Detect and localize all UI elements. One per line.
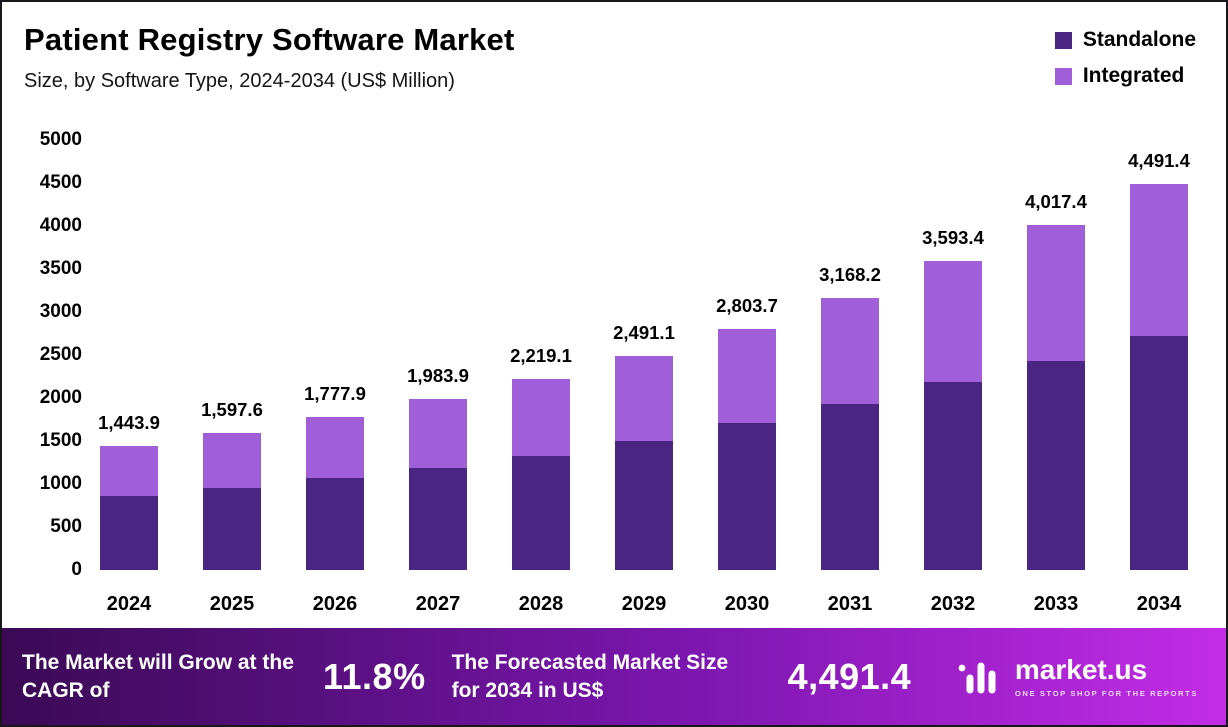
y-axis: 0 500 1000 1500 2000 2500 3000 3500 4000 4500 5000 <box>20 129 92 580</box>
bar-segment-standalone <box>512 455 570 570</box>
y-tick-label: 2000 <box>39 387 82 408</box>
bar-segment-integrated <box>718 328 776 424</box>
bar-segment-integrated <box>615 355 673 441</box>
legend-label-standalone: Standalone <box>1082 28 1196 51</box>
bar-value-label: 1,983.9 <box>407 365 469 387</box>
bar-value-label: 2,803.7 <box>716 294 778 316</box>
footer-banner: The Market will Grow at the CAGR of 11.8… <box>2 628 1226 725</box>
x-axis-label: 2032 <box>930 593 976 615</box>
bar-group-2034: 4,491.4 2034 <box>1128 140 1190 615</box>
bar-segment-integrated <box>1130 183 1188 336</box>
footer-forecast-text: The Forecasted Market Size for 2034 in U… <box>451 651 729 702</box>
bar-value-label: 1,443.9 <box>98 411 160 433</box>
bar-group-2026: 1,777.9 2026 <box>304 140 366 615</box>
y-tick-label: 1000 <box>39 473 82 494</box>
plot-area: 1,443.9 2024 1,597.6 2025 1,777.9 2026 1,983.9… <box>92 140 1196 615</box>
title-block: Patient Registry Software Market Size, b… <box>24 22 515 100</box>
bar-group-2029: 2,491.1 2029 <box>613 140 675 615</box>
bar-group-2027: 1,983.9 2027 <box>407 140 469 615</box>
bar-value-label: 2,491.1 <box>613 321 675 343</box>
y-tick-label: 4500 <box>39 172 82 193</box>
bar-group-2031: 3,168.2 2031 <box>819 140 881 615</box>
bar-group-2024: 1,443.9 2024 <box>98 140 160 615</box>
bar-segment-integrated <box>821 297 879 405</box>
bar-value-label: 3,593.4 <box>922 226 984 248</box>
chart-header: Patient Registry Software Market Size, b… <box>2 2 1226 100</box>
bar-segment-standalone <box>615 440 673 570</box>
bar-group-2030: 2,803.7 2030 <box>716 140 778 615</box>
y-tick-label: 1500 <box>39 430 82 451</box>
x-axis-label: 2031 <box>827 593 873 615</box>
legend-item-integrated: Integrated <box>1054 64 1196 88</box>
bar-segment-integrated <box>100 445 158 497</box>
bar-segment-standalone <box>409 468 467 570</box>
y-tick-label: 2500 <box>39 344 82 365</box>
bar-segment-standalone <box>100 496 158 570</box>
brand-text: market.us ONE STOP SHOP FOR THE REPORTS <box>1014 653 1198 698</box>
bar-value-label: 4,491.4 <box>1128 149 1190 171</box>
bars-container: 1,443.9 2024 1,597.6 2025 1,777.9 2026 1,983.9… <box>92 140 1196 615</box>
chart-title: Patient Registry Software Market <box>24 22 515 57</box>
brand-tagline: ONE STOP SHOP FOR THE REPORTS <box>1014 688 1198 698</box>
footer-cagr-text: The Market will Grow at the CAGR of <box>22 651 294 702</box>
bar-value-label: 2,219.1 <box>510 345 572 367</box>
x-axis-label: 2034 <box>1136 593 1182 615</box>
x-axis-label: 2026 <box>312 593 358 615</box>
bar-value-label: 4,017.4 <box>1025 190 1087 212</box>
x-axis-label: 2030 <box>724 593 770 615</box>
bar-value-label: 1,777.9 <box>304 383 366 405</box>
bar-value-label: 3,168.2 <box>819 263 881 285</box>
x-axis-label: 2027 <box>415 593 461 615</box>
bar-segment-integrated <box>409 399 467 469</box>
x-axis-label: 2024 <box>106 593 152 615</box>
bar-segment-integrated <box>1027 224 1085 361</box>
legend-item-standalone: Standalone <box>1054 28 1196 52</box>
marketus-logo-icon <box>958 662 996 693</box>
y-tick-label: 3500 <box>39 258 82 279</box>
y-tick-label: 3000 <box>39 301 82 322</box>
bar-group-2033: 4,017.4 2033 <box>1025 140 1087 615</box>
footer-forecast-value: 4,491.4 <box>787 655 912 697</box>
bar-segment-standalone <box>1130 335 1188 570</box>
bar-group-2028: 2,219.1 2028 <box>510 140 572 615</box>
bar-segment-integrated <box>512 379 570 456</box>
legend: Standalone Integrated <box>1054 28 1196 100</box>
bar-segment-standalone <box>718 423 776 570</box>
legend-swatch-integrated <box>1054 67 1072 85</box>
y-tick-label: 4000 <box>39 215 82 236</box>
bar-segment-standalone <box>203 487 261 570</box>
y-tick-label: 500 <box>50 516 82 537</box>
chart-area: 0 500 1000 1500 2000 2500 3000 3500 4000 4500 5000… <box>2 100 1226 628</box>
x-axis-label: 2029 <box>621 593 667 615</box>
footer-cagr-value: 11.8% <box>323 655 426 697</box>
bar-segment-standalone <box>924 382 982 570</box>
brand-name: market.us <box>1014 653 1148 685</box>
legend-swatch-standalone <box>1054 31 1072 49</box>
bar-segment-integrated <box>924 260 982 383</box>
chart-subtitle: Size, by Software Type, 2024-2034 (US$ M… <box>24 70 455 92</box>
bar-segment-standalone <box>306 478 364 570</box>
bar-segment-standalone <box>1027 360 1085 570</box>
bar-segment-standalone <box>821 404 879 570</box>
bar-segment-integrated <box>306 417 364 479</box>
x-axis-label: 2025 <box>209 593 255 615</box>
legend-label-integrated: Integrated <box>1082 64 1185 87</box>
x-axis-label: 2033 <box>1033 593 1079 615</box>
bar-group-2025: 1,597.6 2025 <box>201 140 263 615</box>
x-axis-label: 2028 <box>518 593 564 615</box>
y-tick-label: 0 <box>71 559 82 580</box>
y-tick-label: 5000 <box>39 129 82 150</box>
bar-segment-integrated <box>203 432 261 488</box>
bar-group-2032: 3,593.4 2032 <box>922 140 984 615</box>
brand-block: market.us ONE STOP SHOP FOR THE REPORTS <box>957 653 1198 698</box>
bar-value-label: 1,597.6 <box>201 398 263 420</box>
